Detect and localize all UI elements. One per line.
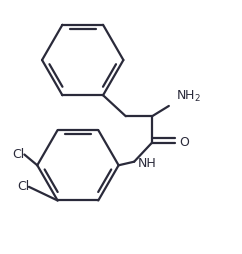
Text: O: O [180,136,189,149]
Text: Cl: Cl [12,148,25,161]
Text: NH$_2$: NH$_2$ [176,88,201,104]
Text: NH: NH [137,157,156,170]
Text: Cl: Cl [17,180,29,193]
